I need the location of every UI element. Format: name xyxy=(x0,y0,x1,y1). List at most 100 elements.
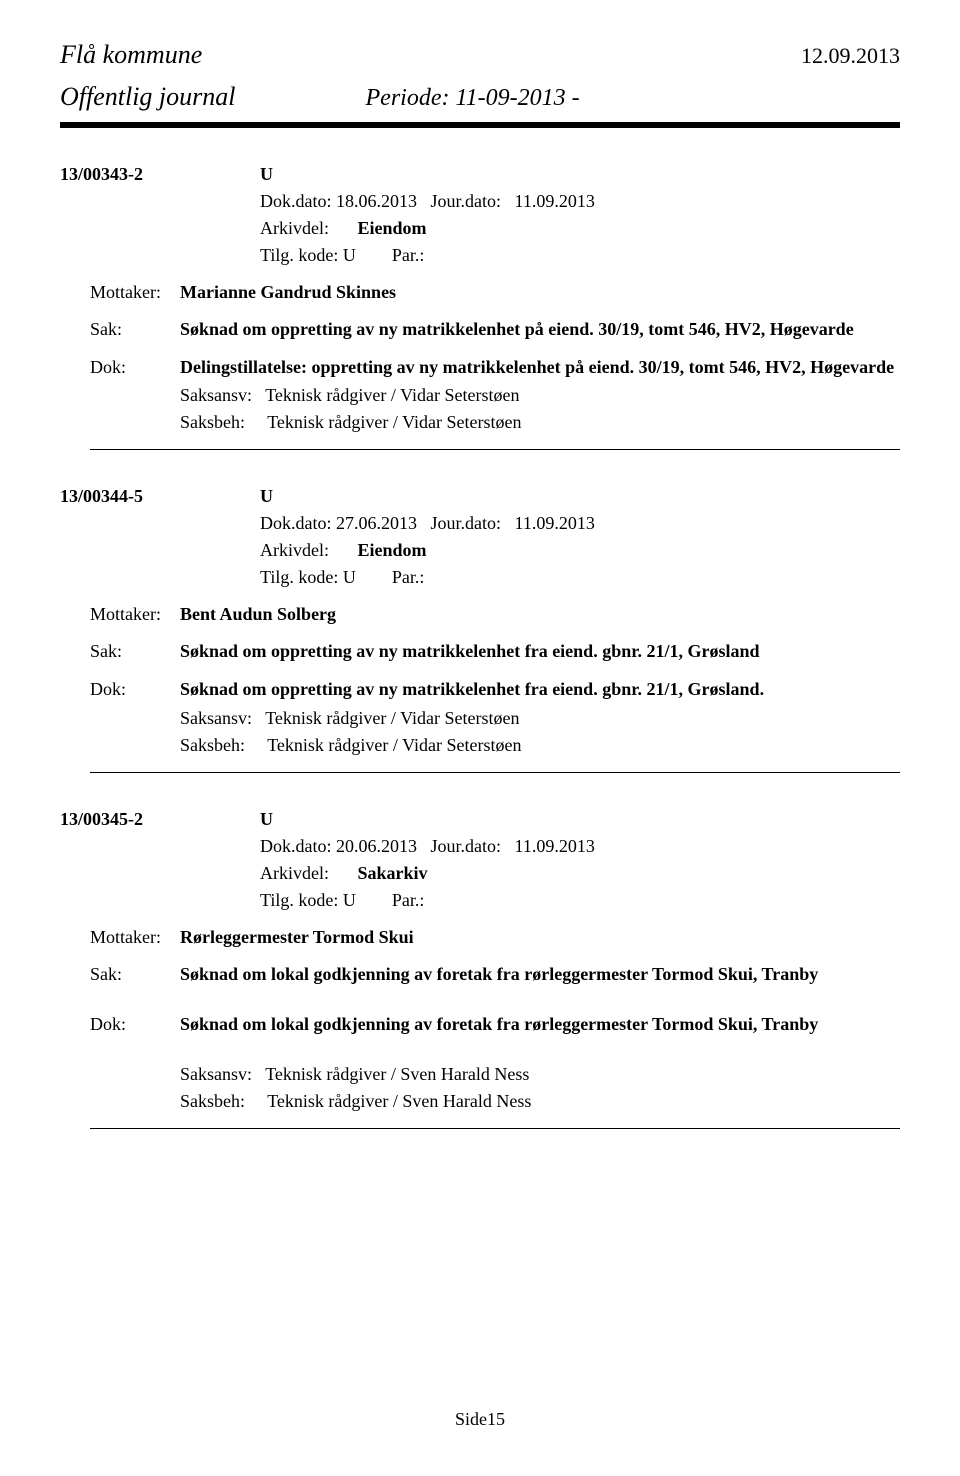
saksbeh-row: Saksbeh: Teknisk rådgiver / Sven Harald … xyxy=(180,1091,900,1112)
entry-divider xyxy=(90,449,900,450)
entry-header: 13/00343-2 U xyxy=(60,164,900,185)
arkivdel-value: Eiendom xyxy=(358,218,427,238)
header-period: Periode: 11-09-2013 - xyxy=(366,85,580,112)
dokdato-label: Dok.dato: xyxy=(260,191,332,211)
sak-value: Søknad om oppretting av ny matrikkelenhe… xyxy=(180,641,900,662)
journal-entry: 13/00345-2 U Dok.dato: 20.06.2013 Jour.d… xyxy=(60,809,900,1129)
entry-tilg: Tilg. kode: U Par.: xyxy=(260,890,900,911)
mottaker-value: Rørleggermester Tormod Skui xyxy=(180,927,900,948)
saksansv-label: Saksansv: xyxy=(180,1064,252,1084)
dokdato-value: 20.06.2013 xyxy=(336,836,417,856)
sak-row: Sak: Søknad om oppretting av ny matrikke… xyxy=(60,319,900,340)
saksansv-label: Saksansv: xyxy=(180,385,252,405)
jourdato-label: Jour.dato: xyxy=(431,836,502,856)
dokdato-label: Dok.dato: xyxy=(260,836,332,856)
header-subtitle: Offentlig journal xyxy=(60,82,236,112)
saksbeh-row: Saksbeh: Teknisk rådgiver / Vidar Seters… xyxy=(180,412,900,433)
mottaker-row: Mottaker: Rørleggermester Tormod Skui xyxy=(60,927,900,948)
dok-block: Dok: Delingstillatelse: oppretting av ny… xyxy=(60,356,900,433)
header-date: 12.09.2013 xyxy=(801,43,900,69)
jourdato-label: Jour.dato: xyxy=(431,191,502,211)
dokdato-value: 27.06.2013 xyxy=(336,513,417,533)
entry-type: U xyxy=(260,809,273,830)
mottaker-label: Mottaker: xyxy=(60,927,180,948)
saksansv-value: Teknisk rådgiver / Sven Harald Ness xyxy=(265,1064,529,1084)
dokdato-label: Dok.dato: xyxy=(260,513,332,533)
saksansv-value: Teknisk rådgiver / Vidar Seterstøen xyxy=(265,708,519,728)
mottaker-row: Mottaker: Marianne Gandrud Skinnes xyxy=(60,282,900,303)
mottaker-value: Bent Audun Solberg xyxy=(180,604,900,625)
entry-dates: Dok.dato: 20.06.2013 Jour.dato: 11.09.20… xyxy=(260,836,900,857)
header-rule xyxy=(60,122,900,128)
par-label: Par.: xyxy=(392,567,425,587)
saksbeh-value: Teknisk rådgiver / Vidar Seterstøen xyxy=(267,412,521,432)
entry-header: 13/00344-5 U xyxy=(60,486,900,507)
saksbeh-row: Saksbeh: Teknisk rådgiver / Vidar Seters… xyxy=(180,735,900,756)
saksansv-row: Saksansv: Teknisk rådgiver / Sven Harald… xyxy=(180,1064,900,1085)
dok-value: Søknad om lokal godkjenning av foretak f… xyxy=(180,1013,900,1036)
mottaker-value: Marianne Gandrud Skinnes xyxy=(180,282,900,303)
entry-arkivdel: Arkivdel: Sakarkiv xyxy=(260,863,900,884)
jourdato-value: 11.09.2013 xyxy=(515,191,595,211)
entry-tilg: Tilg. kode: U Par.: xyxy=(260,245,900,266)
tilg-label: Tilg. kode: U xyxy=(260,245,356,265)
arkivdel-label: Arkivdel: xyxy=(260,540,329,560)
par-label: Par.: xyxy=(392,890,425,910)
entry-divider xyxy=(90,1128,900,1129)
header-bottom: Offentlig journal Periode: 11-09-2013 - xyxy=(60,82,900,112)
tilg-label: Tilg. kode: U xyxy=(260,890,356,910)
saksbeh-label: Saksbeh: xyxy=(180,735,245,755)
journal-entry: 13/00344-5 U Dok.dato: 27.06.2013 Jour.d… xyxy=(60,486,900,772)
saksansv-row: Saksansv: Teknisk rådgiver / Vidar Seter… xyxy=(180,385,900,406)
entry-arkivdel: Arkivdel: Eiendom xyxy=(260,218,900,239)
entry-dates: Dok.dato: 27.06.2013 Jour.dato: 11.09.20… xyxy=(260,513,900,534)
mottaker-label: Mottaker: xyxy=(60,282,180,303)
entry-type: U xyxy=(260,486,273,507)
jourdato-value: 11.09.2013 xyxy=(515,513,595,533)
saksansv-label: Saksansv: xyxy=(180,708,252,728)
arkivdel-label: Arkivdel: xyxy=(260,218,329,238)
dok-row: Dok: Delingstillatelse: oppretting av ny… xyxy=(60,356,900,379)
dok-label: Dok: xyxy=(60,357,180,378)
tilg-label: Tilg. kode: U xyxy=(260,567,356,587)
sak-label: Sak: xyxy=(60,641,180,662)
dok-block: Dok: Søknad om lokal godkjenning av fore… xyxy=(60,1013,900,1112)
jourdato-value: 11.09.2013 xyxy=(515,836,595,856)
entry-id: 13/00345-2 xyxy=(60,809,260,830)
entry-divider xyxy=(90,772,900,773)
page-header: Flå kommune 12.09.2013 Offentlig journal… xyxy=(60,40,900,128)
entry-arkivdel: Arkivdel: Eiendom xyxy=(260,540,900,561)
jourdato-label: Jour.dato: xyxy=(431,513,502,533)
dok-row: Dok: Søknad om oppretting av ny matrikke… xyxy=(60,678,900,701)
dokdato-value: 18.06.2013 xyxy=(336,191,417,211)
dok-value: Delingstillatelse: oppretting av ny matr… xyxy=(180,356,900,379)
sak-label: Sak: xyxy=(60,319,180,340)
entry-tilg: Tilg. kode: U Par.: xyxy=(260,567,900,588)
sak-row: Sak: Søknad om oppretting av ny matrikke… xyxy=(60,641,900,662)
header-top: Flå kommune 12.09.2013 xyxy=(60,40,900,70)
arkivdel-label: Arkivdel: xyxy=(260,863,329,883)
dok-label: Dok: xyxy=(60,679,180,700)
arkivdel-value: Sakarkiv xyxy=(358,863,428,883)
dok-value: Søknad om oppretting av ny matrikkelenhe… xyxy=(180,678,900,701)
sak-value: Søknad om oppretting av ny matrikkelenhe… xyxy=(180,319,900,340)
mottaker-row: Mottaker: Bent Audun Solberg xyxy=(60,604,900,625)
saksbeh-value: Teknisk rådgiver / Vidar Seterstøen xyxy=(267,735,521,755)
mottaker-label: Mottaker: xyxy=(60,604,180,625)
entry-id: 13/00343-2 xyxy=(60,164,260,185)
dok-label: Dok: xyxy=(60,1014,180,1035)
sak-label: Sak: xyxy=(60,964,180,985)
saksansv-row: Saksansv: Teknisk rådgiver / Vidar Seter… xyxy=(180,708,900,729)
dok-row: Dok: Søknad om lokal godkjenning av fore… xyxy=(60,1013,900,1036)
entry-dates: Dok.dato: 18.06.2013 Jour.dato: 11.09.20… xyxy=(260,191,900,212)
entry-id: 13/00344-5 xyxy=(60,486,260,507)
dok-block: Dok: Søknad om oppretting av ny matrikke… xyxy=(60,678,900,755)
sak-row: Sak: Søknad om lokal godkjenning av fore… xyxy=(60,964,900,985)
saksansv-value: Teknisk rådgiver / Vidar Seterstøen xyxy=(265,385,519,405)
saksbeh-value: Teknisk rådgiver / Sven Harald Ness xyxy=(267,1091,531,1111)
entry-header: 13/00345-2 U xyxy=(60,809,900,830)
header-title: Flå kommune xyxy=(60,40,202,70)
arkivdel-value: Eiendom xyxy=(358,540,427,560)
saksbeh-label: Saksbeh: xyxy=(180,412,245,432)
entry-type: U xyxy=(260,164,273,185)
